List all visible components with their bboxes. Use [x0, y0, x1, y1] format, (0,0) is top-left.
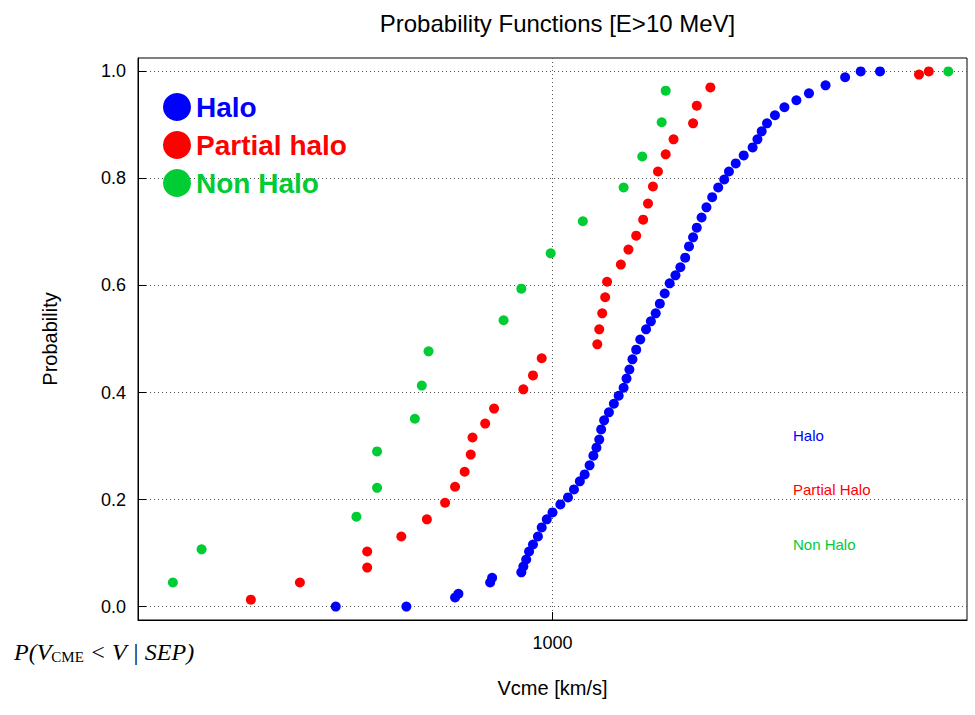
svg-text:Non Halo: Non Halo	[793, 536, 856, 553]
svg-text:0.4: 0.4	[101, 383, 126, 403]
svg-text:Halo: Halo	[196, 92, 257, 123]
svg-text:Probability Functions [E>10 Me: Probability Functions [E>10 MeV]	[380, 10, 736, 37]
svg-text:Halo: Halo	[793, 427, 824, 444]
svg-text:0.6: 0.6	[101, 275, 126, 295]
svg-text:Vcme [km/s]: Vcme [km/s]	[497, 677, 607, 699]
svg-text:P(V: P(V	[13, 639, 54, 665]
svg-text:Probability: Probability	[39, 292, 61, 385]
svg-text:1.0: 1.0	[101, 61, 126, 81]
svg-text:Non Halo: Non Halo	[196, 168, 319, 199]
svg-text:0.8: 0.8	[101, 168, 126, 188]
svg-text:1000: 1000	[532, 633, 572, 653]
svg-text:0.2: 0.2	[101, 490, 126, 510]
svg-text:Partial Halo: Partial Halo	[793, 481, 871, 498]
svg-text:Partial halo: Partial halo	[196, 130, 347, 161]
svg-text:0.0: 0.0	[101, 597, 126, 617]
svg-text:< V | SEP): < V | SEP)	[84, 639, 194, 665]
svg-text:CME: CME	[51, 649, 84, 665]
